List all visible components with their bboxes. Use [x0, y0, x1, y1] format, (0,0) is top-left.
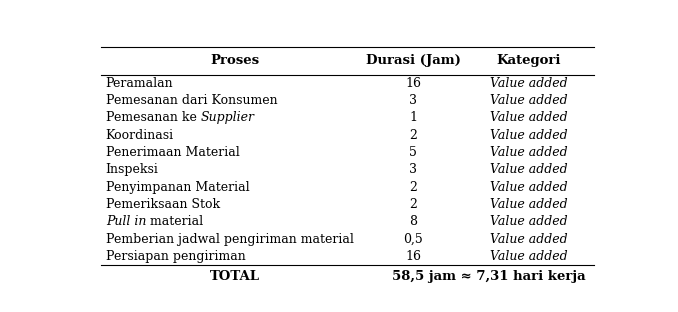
Text: Durasi (Jam): Durasi (Jam) — [365, 54, 460, 67]
Text: 16: 16 — [405, 250, 421, 263]
Text: Inspeksi: Inspeksi — [106, 163, 159, 176]
Text: Proses: Proses — [210, 54, 259, 67]
Text: 5: 5 — [410, 146, 417, 159]
Text: Value added: Value added — [490, 129, 567, 142]
Text: Value added: Value added — [490, 146, 567, 159]
Text: Persiapan pengiriman: Persiapan pengiriman — [106, 250, 245, 263]
Text: Pemesanan ke: Pemesanan ke — [106, 111, 201, 124]
Text: Pemeriksaan Stok: Pemeriksaan Stok — [106, 198, 220, 211]
Text: Value added: Value added — [490, 163, 567, 176]
Text: Peramalan: Peramalan — [106, 77, 174, 90]
Text: TOTAL: TOTAL — [210, 270, 260, 283]
Text: 16: 16 — [405, 77, 421, 90]
Text: Kategori: Kategori — [496, 54, 561, 67]
Text: Supplier: Supplier — [201, 111, 255, 124]
Text: Value added: Value added — [490, 250, 567, 263]
Text: Value added: Value added — [490, 77, 567, 90]
Text: Penerimaan Material: Penerimaan Material — [106, 146, 239, 159]
Text: 2: 2 — [410, 181, 417, 194]
Text: Penyimpanan Material: Penyimpanan Material — [106, 181, 250, 194]
Text: Value added: Value added — [490, 111, 567, 124]
Text: Value added: Value added — [490, 94, 567, 107]
Text: 1: 1 — [409, 111, 417, 124]
Text: Pemesanan dari Konsumen: Pemesanan dari Konsumen — [106, 94, 277, 107]
Text: 2: 2 — [410, 198, 417, 211]
Text: 58,5 jam ≈ 7,31 hari kerja: 58,5 jam ≈ 7,31 hari kerja — [392, 270, 586, 283]
Text: Value added: Value added — [490, 232, 567, 246]
Text: 2: 2 — [410, 129, 417, 142]
Text: Value added: Value added — [490, 181, 567, 194]
Text: material: material — [146, 215, 203, 228]
Text: 8: 8 — [409, 215, 417, 228]
Text: Pull in: Pull in — [106, 215, 146, 228]
Text: Value added: Value added — [490, 198, 567, 211]
Text: Koordinasi: Koordinasi — [106, 129, 174, 142]
Text: Pemberian jadwal pengiriman material: Pemberian jadwal pengiriman material — [106, 232, 354, 246]
Text: 3: 3 — [409, 163, 417, 176]
Text: 0,5: 0,5 — [403, 232, 423, 246]
Text: 3: 3 — [409, 94, 417, 107]
Text: Value added: Value added — [490, 215, 567, 228]
